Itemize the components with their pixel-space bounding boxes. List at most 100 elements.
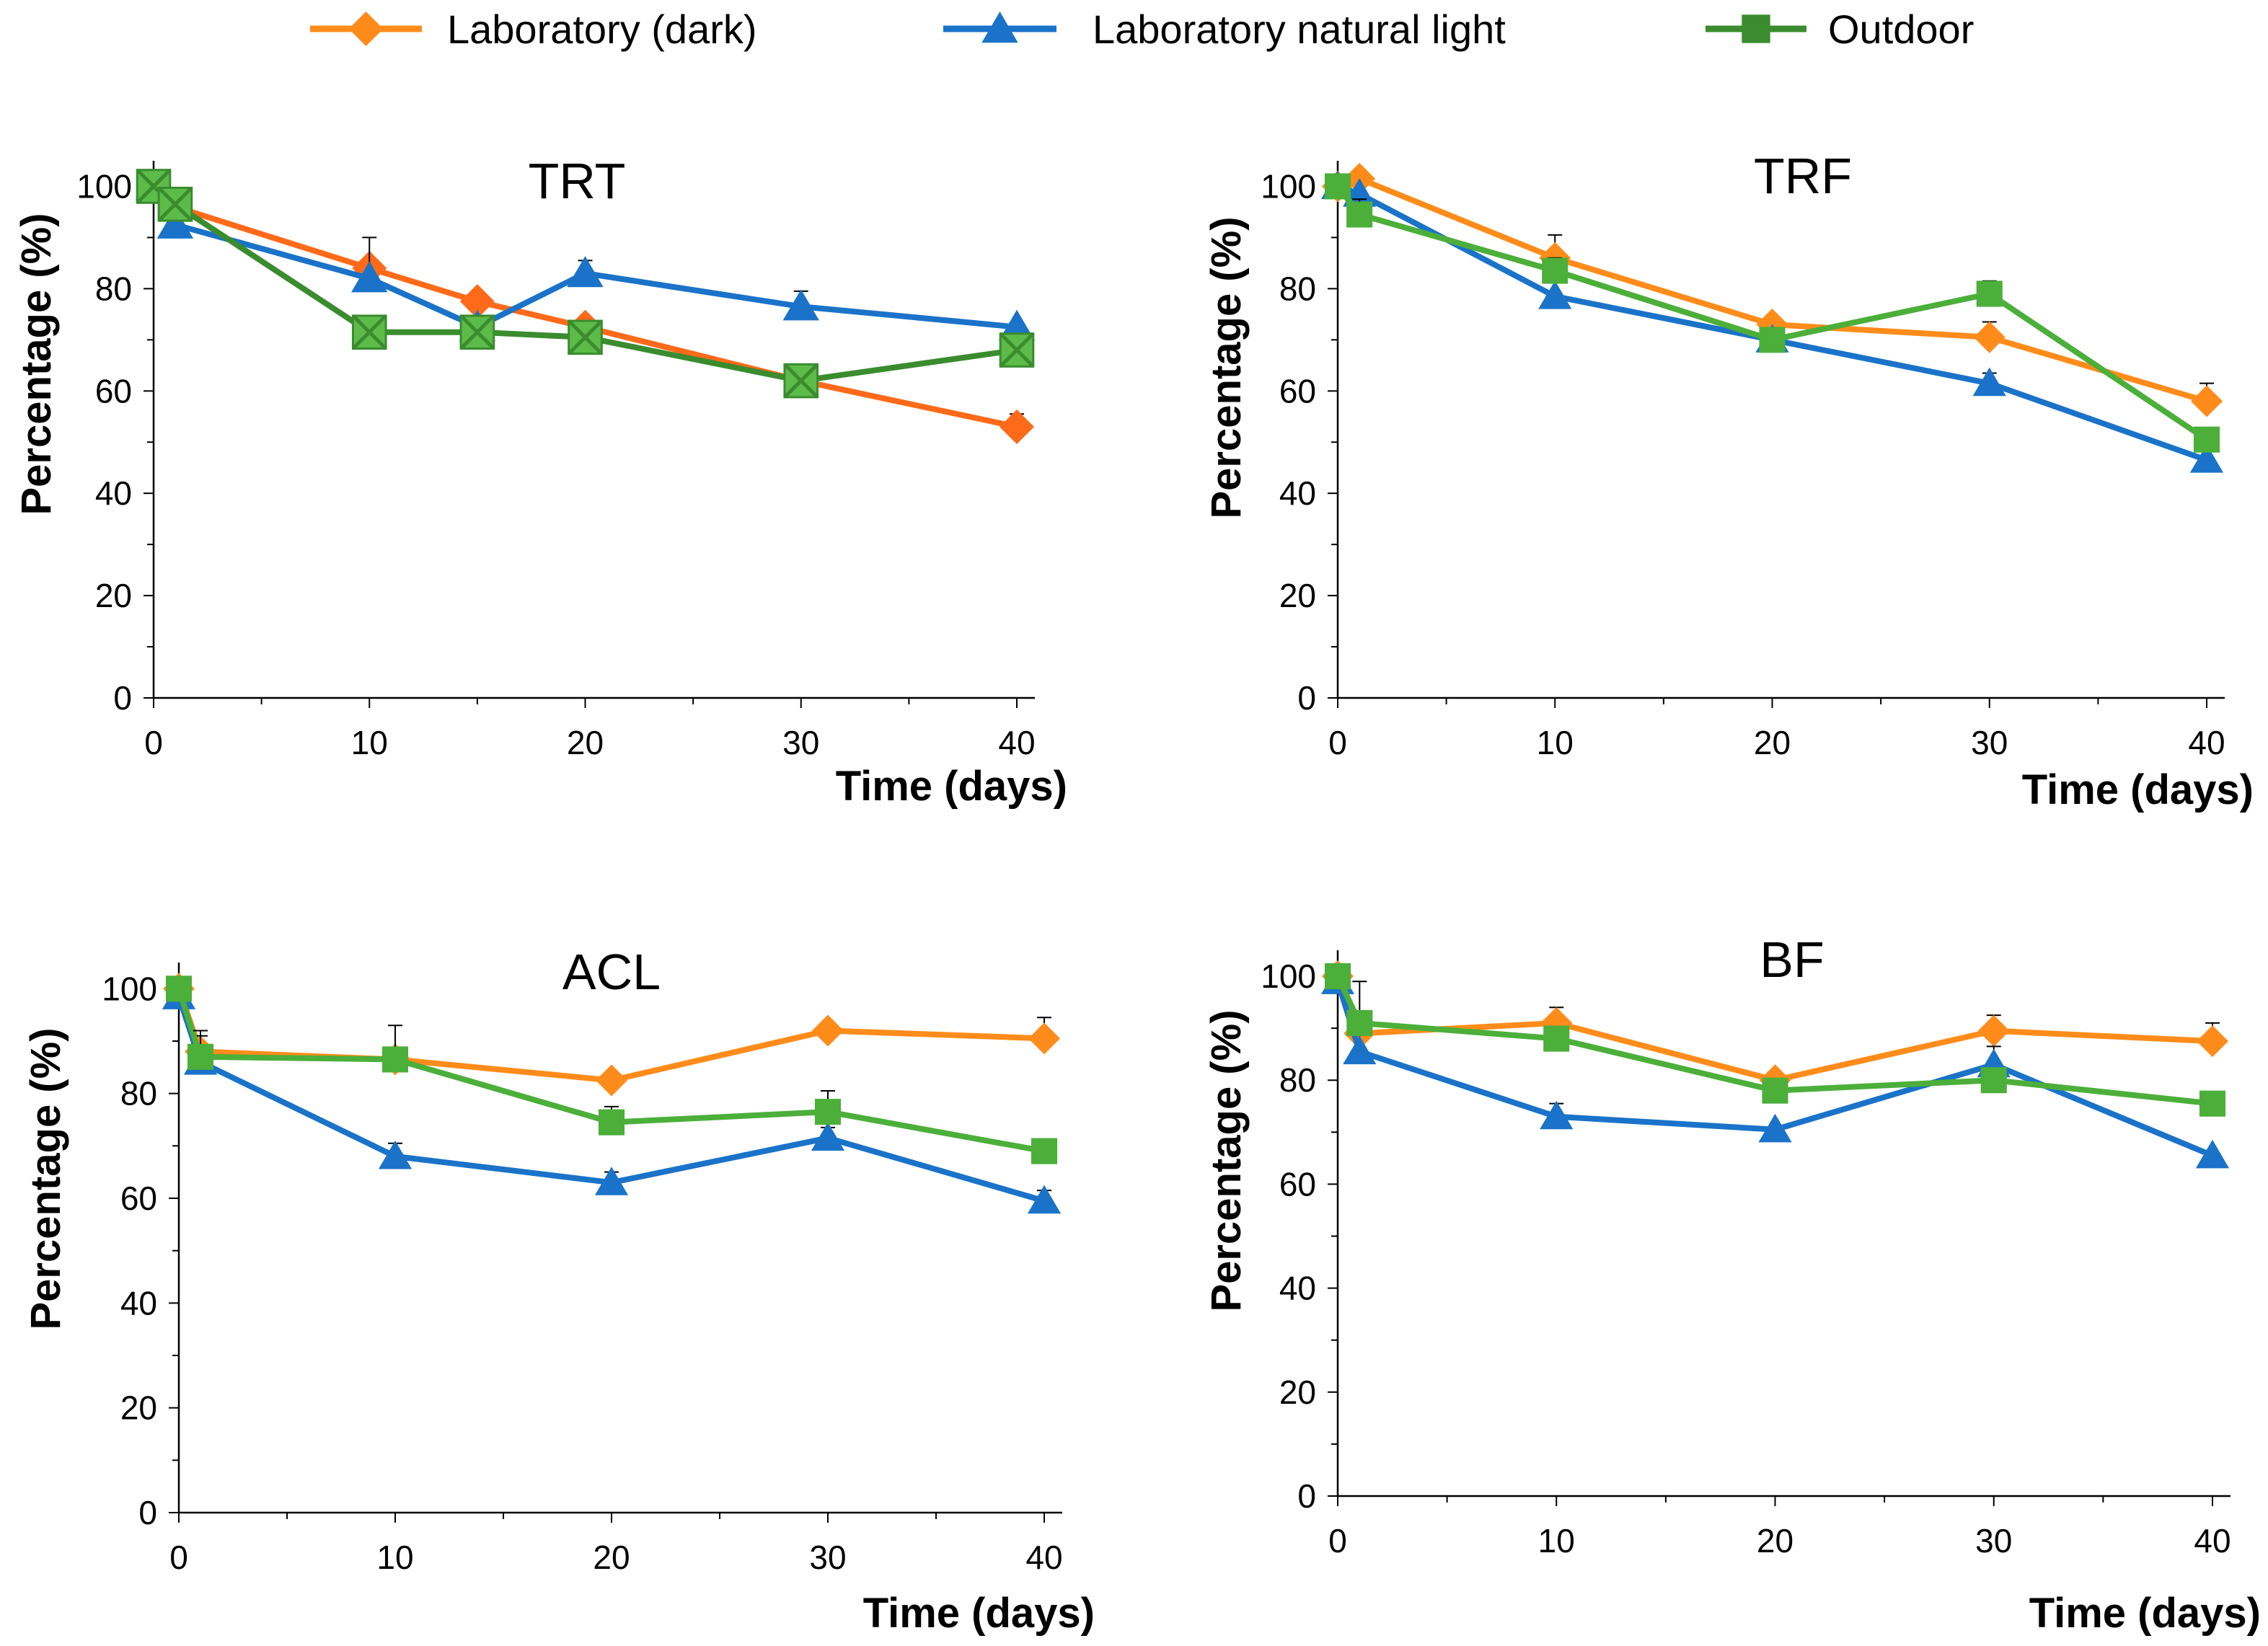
chart-acl-series-laboratory-natural-light	[162, 981, 1062, 1214]
chart-trt-y-tick-label-0: 0	[113, 679, 132, 717]
chart-acl-x-axis-label: Time (days)	[863, 1590, 1095, 1637]
chart-acl-y-tick-label-80: 80	[120, 1075, 157, 1112]
chart-trt-series-laboratory-dark-point-3	[459, 284, 495, 319]
chart-bf-y-tick-label-60: 60	[1279, 1165, 1316, 1203]
chart-trt-series-outdoor-point-2	[351, 314, 387, 350]
chart-trt-series-outdoor-point-3-cross-b	[459, 314, 495, 350]
chart-bf-series-outdoor-point-2	[1543, 1025, 1570, 1052]
chart-bf-y-tick-label-0: 0	[1297, 1477, 1316, 1515]
chart-bf-series-outdoor	[1324, 963, 2226, 1117]
chart-trf-x-tick-label-30: 30	[1971, 724, 2008, 761]
chart-bf-series-laboratory-natural-light-point-5	[2195, 1139, 2230, 1169]
chart-trf-series-laboratory-natural-light-point-5	[2189, 444, 2224, 473]
chart-acl-x-tick-label-40: 40	[1025, 1539, 1062, 1576]
chart-trt-series-laboratory-natural-light-point-5	[782, 289, 819, 321]
chart-trt-series-laboratory-dark-line	[151, 184, 1018, 430]
chart-acl-series-laboratory-natural-light-point-4	[811, 1122, 845, 1151]
chart-bf-y-tick-label-80: 80	[1279, 1061, 1316, 1099]
chart-trf-y-tick-label-0: 0	[1297, 679, 1316, 717]
chart-trf-x-axis-label: Time (days)	[2022, 766, 2254, 813]
chart-trt-x-axis-label: Time (days)	[836, 763, 1067, 810]
chart-acl-series-laboratory-dark-point-3	[596, 1064, 627, 1097]
chart-bf-series-laboratory-natural-light-line	[1335, 981, 2214, 1159]
chart-trt-series-laboratory-dark-point-6	[1000, 409, 1034, 444]
chart-acl-y-axis-label: Percentage (%)	[22, 1027, 69, 1329]
chart-bf-series-laboratory-dark-point-5	[2197, 1025, 2228, 1058]
chart-trt-y-tick-label-40: 40	[95, 474, 132, 512]
chart-trf-y-axis-label: Percentage (%)	[1203, 216, 1250, 518]
chart-bf-series-outdoor-point-5	[2199, 1090, 2226, 1117]
chart-trf-x-tick-label-20: 20	[1754, 724, 1791, 761]
chart-trt-x-tick-label-40: 40	[998, 724, 1035, 761]
legend-item-laboratory-dark-label: Laboratory (dark)	[447, 6, 757, 52]
chart-trt-y-tick-label-80: 80	[95, 270, 132, 307]
chart-trt-series-outdoor-point-1-cross-b	[157, 186, 193, 222]
chart-acl-series-outdoor-point-3	[598, 1109, 625, 1136]
chart-trt-y-tick-label-20: 20	[95, 577, 132, 614]
chart-acl-x-tick-label-10: 10	[376, 1539, 413, 1576]
legend-item-outdoor-label: Outdoor	[1828, 6, 1974, 52]
chart-acl-title: ACL	[562, 944, 661, 1000]
chart-acl-series-laboratory-dark-point-5	[1028, 1022, 1060, 1055]
chart-acl-y-tick-label-40: 40	[120, 1284, 157, 1322]
chart-trf-series-laboratory-dark-point-5	[2191, 385, 2223, 417]
chart-bf-x-tick-label-0: 0	[1328, 1522, 1347, 1559]
chart-trt-x-tick-label-0: 0	[144, 724, 163, 761]
chart-acl-y-tick-label-100: 100	[102, 970, 157, 1007]
chart-bf-series-outdoor-point-1	[1346, 1009, 1373, 1036]
chart-trt-y-tick-label-100: 100	[76, 167, 132, 205]
legend-item-outdoor: Outdoor	[1706, 6, 1974, 52]
chart-bf-x-tick-label-30: 30	[1975, 1522, 2012, 1559]
chart-acl-series-laboratory-natural-light-point-5	[1027, 1185, 1062, 1214]
chart-bf-series-laboratory-dark-point-4	[1977, 1014, 2010, 1047]
chart-trf-series-outdoor-point-5	[2193, 426, 2220, 453]
chart-trf-y-tick-label-20: 20	[1279, 577, 1316, 614]
chart-acl-y-tick-label-0: 0	[138, 1494, 157, 1531]
chart-acl-y-tick-label-20: 20	[120, 1389, 157, 1427]
chart-trf-x-tick-label-40: 40	[2188, 724, 2225, 761]
chart-acl-x-tick-label-30: 30	[809, 1539, 846, 1576]
chart-trf-y-tick-label-60: 60	[1279, 372, 1316, 410]
chart-trf-series-outdoor-point-0	[1324, 173, 1351, 200]
chart-bf-series-laboratory-natural-light-point-2	[1540, 1100, 1574, 1130]
chart-bf-x-tick-label-40: 40	[2194, 1522, 2231, 1559]
chart-trt-y-axis-label: Percentage (%)	[13, 213, 60, 515]
chart-trt-x-tick-label-10: 10	[351, 724, 388, 761]
chart-bf: 0 20 40 60 80 100 0 10 20 30 40 BF Time (days) Percen…	[1203, 932, 2261, 1637]
chart-trt: 0 20 40 60 80 100 0 10 20 30 40 TRT Time (days) Perce…	[13, 153, 1067, 810]
chart-trf-series-outdoor-point-1	[1346, 201, 1373, 228]
chart-bf-title: BF	[1760, 932, 1824, 988]
chart-trt-series-laboratory-dark	[136, 169, 1034, 444]
chart-acl-x-tick-label-20: 20	[593, 1539, 630, 1576]
chart-trf-series-outdoor	[1324, 173, 2220, 453]
chart-trf-x-tick-label-0: 0	[1328, 724, 1347, 761]
chart-acl-series-outdoor	[165, 975, 1058, 1164]
chart-acl-series-laboratory-dark-point-4	[812, 1014, 844, 1047]
chart-trf-series-laboratory-dark-point-4	[1973, 321, 2006, 353]
chart-trt-series-laboratory-natural-light-point-2	[351, 261, 388, 293]
chart-trt-x-tick-label-30: 30	[782, 724, 819, 761]
chart-trf-series-laboratory-natural-light-point-4	[1972, 367, 2006, 397]
chart-trf-series-outdoor-point-3	[1759, 327, 1786, 353]
chart-trt-title: TRT	[529, 153, 626, 209]
chart-trt-series-outdoor-point-2-cross-b	[351, 314, 387, 350]
chart-bf-x-tick-label-10: 10	[1538, 1522, 1575, 1559]
chart-trf-y-tick-label-100: 100	[1261, 167, 1316, 205]
chart-trt-series-outdoor-point-4-cross-b	[567, 319, 604, 355]
legend-item-laboratory-natural-light-marker	[981, 12, 1018, 43]
chart-acl-series-outdoor-point-5	[1031, 1138, 1058, 1164]
chart-acl-series-outdoor-point-0	[165, 975, 193, 1002]
chart-trt-series-outdoor	[136, 168, 1035, 399]
chart-trt-series-outdoor-point-4	[567, 319, 604, 355]
chart-bf-x-tick-label-20: 20	[1757, 1522, 1793, 1559]
legend-item-laboratory-dark: Laboratory (dark)	[310, 6, 757, 52]
legend-item-laboratory-dark-marker	[348, 12, 384, 46]
chart-acl-series-laboratory-natural-light-point-3	[594, 1167, 629, 1195]
chart-bf-y-tick-label-20: 20	[1279, 1373, 1316, 1411]
chart-trt-series-outdoor-point-0-cross-b	[136, 168, 172, 205]
chart-acl-series-outdoor-point-4	[814, 1099, 842, 1125]
legend-item-outdoor-marker	[1742, 14, 1770, 43]
chart-acl-series-laboratory-natural-light-point-2	[378, 1140, 412, 1169]
chart-bf-y-tick-label-100: 100	[1261, 957, 1316, 995]
chart-acl-x-tick-label-0: 0	[169, 1539, 188, 1576]
